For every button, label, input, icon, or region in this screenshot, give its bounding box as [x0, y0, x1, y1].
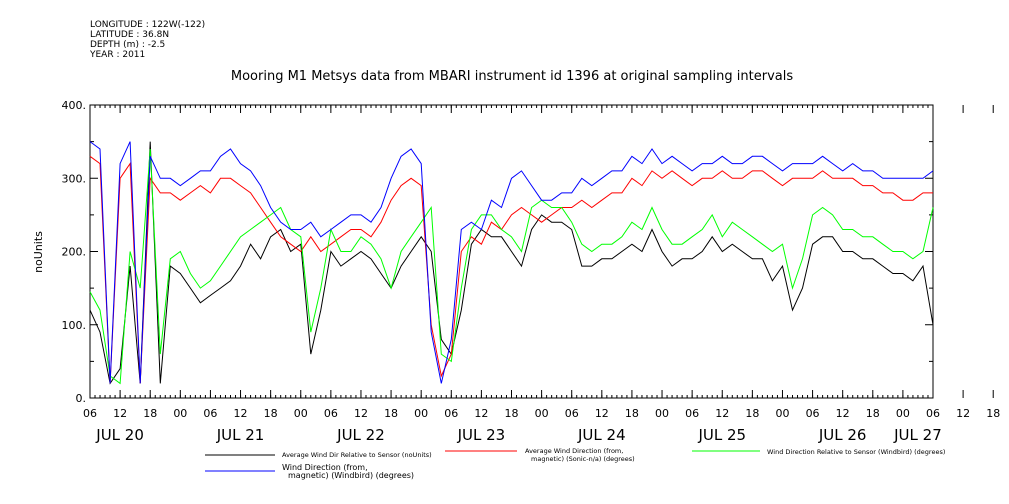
y-axis: 0. 100. 200. 300. 400. — [62, 99, 933, 405]
x-day-label: JUL 23 — [457, 426, 506, 444]
legend-label-avg-wind-dir-rel: Average Wind Dir Relative to Sensor (noU… — [282, 451, 432, 459]
x-tick-label: 00 — [655, 407, 669, 420]
x-tick-label: 18 — [143, 407, 157, 420]
x-tick-label: 06 — [685, 407, 699, 420]
x-tick-label: 06 — [444, 407, 458, 420]
x-tick-label: 00 — [535, 407, 549, 420]
x-tick-label: 00 — [896, 407, 910, 420]
x-tick-label: 12 — [956, 407, 970, 420]
x-tick-label: 18 — [866, 407, 880, 420]
depth-label: DEPTH (m) : -2.5 — [90, 40, 166, 50]
y-tick-label: 400. — [62, 99, 87, 112]
x-tick-label: 12 — [113, 407, 127, 420]
x-day-label: JUL 24 — [577, 426, 626, 444]
x-day-label: JUL 27 — [893, 426, 942, 444]
y-axis-label: noUnits — [32, 231, 45, 273]
x-day-label: JUL 25 — [697, 426, 746, 444]
x-tick-label: 18 — [505, 407, 519, 420]
series-layer — [89, 141, 934, 385]
y-tick-label: 300. — [62, 172, 87, 185]
longitude-label: LONGITUDE : 122W(-122) — [90, 20, 206, 30]
x-tick-label: 12 — [836, 407, 850, 420]
x-tick-label: 12 — [354, 407, 368, 420]
x-tick-label: 06 — [806, 407, 820, 420]
series-line-wind-dir-rel-windbird — [89, 148, 934, 385]
x-tick-label: 06 — [83, 407, 97, 420]
x-tick-label: 00 — [414, 407, 428, 420]
latitude-label: LATITUDE : 36.8N — [90, 30, 170, 40]
x-tick-label: 00 — [775, 407, 789, 420]
x-day-label: JUL 22 — [336, 426, 385, 444]
series-line-wind-direction-windbird — [89, 141, 934, 384]
x-tick-label: 12 — [595, 407, 609, 420]
x-day-label: JUL 21 — [216, 426, 265, 444]
metadata-block: LONGITUDE : 122W(-122) LATITUDE : 36.8N … — [90, 20, 205, 60]
x-tick-label: 06 — [324, 407, 338, 420]
year-label: YEAR : 2011 — [90, 50, 146, 60]
y-tick-label: 0. — [76, 392, 87, 405]
x-tick-label: 18 — [745, 407, 759, 420]
x-tick-label: 06 — [926, 407, 940, 420]
x-tick-label: 18 — [986, 407, 1000, 420]
legend-label-wind-direction-windbird: Wind Direction (from, magnetic) (Windbird… — [282, 463, 414, 480]
x-tick-label: 18 — [384, 407, 398, 420]
x-tick-label: 18 — [264, 407, 278, 420]
y-tick-label: 100. — [62, 319, 87, 332]
chart-title: Mooring M1 Metsys data from MBARI instru… — [231, 69, 793, 84]
x-tick-label: 00 — [173, 407, 187, 420]
legend: Average Wind Dir Relative to Sensor (noU… — [205, 447, 945, 480]
x-day-label: JUL 26 — [818, 426, 867, 444]
legend-label-avg-wind-direction: Average Wind Direction (from, magnetic) (… — [525, 447, 635, 463]
x-day-label: JUL 20 — [95, 426, 144, 444]
x-tick-label: 00 — [294, 407, 308, 420]
series-line-avg-wind-direction — [89, 155, 933, 384]
y-tick-label: 200. — [62, 246, 87, 259]
x-tick-label: 12 — [234, 407, 248, 420]
series-line-avg-wind-dir-rel — [89, 141, 934, 385]
x-tick-label: 12 — [474, 407, 488, 420]
x-tick-label: 06 — [565, 407, 579, 420]
x-axis: 06 12 18 00 06 12 18 00 06 12 18 00 06 12 18 00 06 12 18 00… — [83, 105, 1000, 444]
x-tick-label: 18 — [625, 407, 639, 420]
x-tick-label: 12 — [715, 407, 729, 420]
legend-label-wind-dir-rel-windbird: Wind Direction Relative to Sensor (Windb… — [767, 448, 945, 456]
x-tick-label: 06 — [203, 407, 217, 420]
